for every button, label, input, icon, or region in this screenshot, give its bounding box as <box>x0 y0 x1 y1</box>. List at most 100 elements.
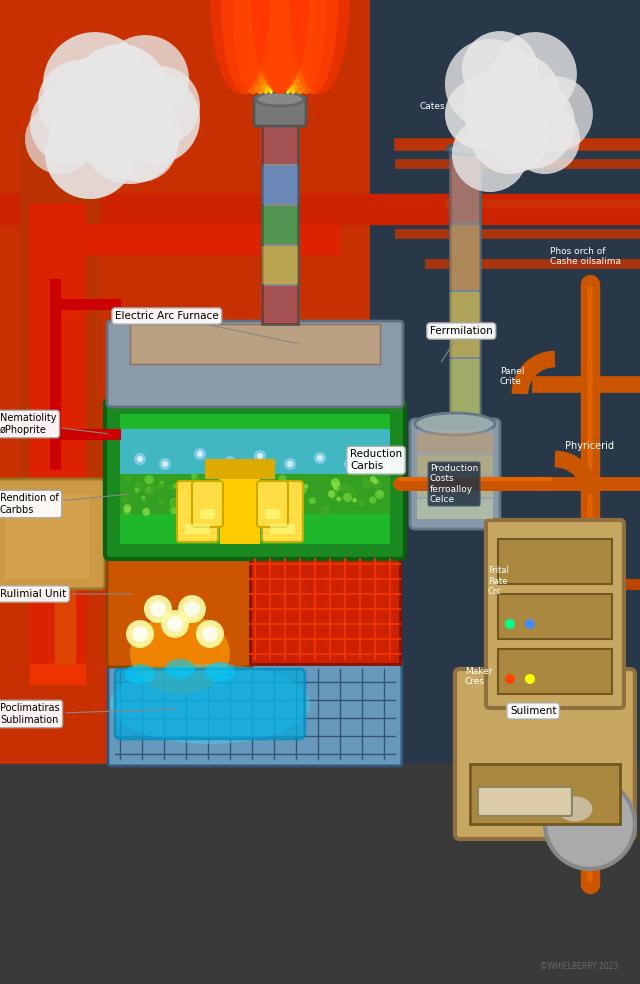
Text: Reduction
Carbis: Reduction Carbis <box>350 450 402 471</box>
FancyBboxPatch shape <box>115 669 305 739</box>
Ellipse shape <box>256 92 304 106</box>
Circle shape <box>493 32 577 116</box>
Circle shape <box>372 478 378 484</box>
Ellipse shape <box>274 0 286 94</box>
Circle shape <box>145 487 152 493</box>
Circle shape <box>124 508 131 515</box>
Ellipse shape <box>290 0 350 94</box>
Text: Rendition of
Carbbs: Rendition of Carbbs <box>0 493 127 515</box>
Circle shape <box>287 461 293 467</box>
Text: Poclimatiras
Sublimation: Poclimatiras Sublimation <box>0 704 177 725</box>
Circle shape <box>72 44 168 140</box>
Circle shape <box>202 496 210 505</box>
Bar <box>0 194 640 224</box>
Circle shape <box>144 595 172 623</box>
Ellipse shape <box>245 0 275 94</box>
Circle shape <box>314 452 326 464</box>
Circle shape <box>159 458 171 470</box>
Circle shape <box>30 84 110 164</box>
Bar <box>262 114 298 324</box>
Bar <box>262 126 298 164</box>
Ellipse shape <box>286 0 326 94</box>
Circle shape <box>232 495 238 501</box>
Bar <box>30 224 340 254</box>
Circle shape <box>218 500 223 505</box>
Circle shape <box>370 476 376 482</box>
Circle shape <box>328 490 335 498</box>
Bar <box>450 154 480 424</box>
Circle shape <box>352 498 357 503</box>
Circle shape <box>224 456 236 468</box>
Ellipse shape <box>221 0 271 94</box>
Circle shape <box>145 485 156 495</box>
Circle shape <box>463 67 547 152</box>
Ellipse shape <box>265 0 277 94</box>
Circle shape <box>202 626 218 642</box>
Text: Electric Arc Furnace: Electric Arc Furnace <box>115 311 297 343</box>
Circle shape <box>167 484 173 490</box>
Circle shape <box>135 481 145 491</box>
Circle shape <box>284 458 296 470</box>
Circle shape <box>227 459 233 465</box>
Circle shape <box>339 483 347 492</box>
Circle shape <box>445 79 515 149</box>
Circle shape <box>171 499 178 506</box>
Ellipse shape <box>250 0 310 94</box>
Circle shape <box>298 485 307 495</box>
Circle shape <box>525 674 535 684</box>
Circle shape <box>159 481 164 485</box>
Circle shape <box>125 474 132 482</box>
Circle shape <box>122 496 128 502</box>
Circle shape <box>329 490 339 500</box>
Circle shape <box>480 54 560 134</box>
Bar <box>120 429 390 474</box>
Circle shape <box>308 497 316 505</box>
Circle shape <box>333 482 341 491</box>
Bar <box>470 764 620 824</box>
Circle shape <box>344 494 348 498</box>
Bar <box>450 225 480 290</box>
Circle shape <box>178 482 187 491</box>
Bar <box>262 246 298 284</box>
Ellipse shape <box>415 413 495 435</box>
Ellipse shape <box>282 0 294 94</box>
Text: Cates: Cates <box>420 102 445 111</box>
Text: Suliment: Suliment <box>510 706 556 716</box>
Ellipse shape <box>233 0 273 94</box>
Circle shape <box>266 474 274 482</box>
Circle shape <box>197 489 202 493</box>
Circle shape <box>445 39 535 129</box>
Bar <box>262 166 298 204</box>
Circle shape <box>470 94 550 174</box>
Circle shape <box>517 76 593 153</box>
Circle shape <box>363 477 368 483</box>
Circle shape <box>257 453 263 459</box>
Circle shape <box>43 32 147 136</box>
Circle shape <box>120 66 200 146</box>
Circle shape <box>278 474 287 482</box>
Circle shape <box>170 503 175 509</box>
Circle shape <box>297 498 302 503</box>
Circle shape <box>259 492 267 500</box>
Circle shape <box>45 109 135 199</box>
Ellipse shape <box>260 0 300 94</box>
Circle shape <box>126 620 154 648</box>
Ellipse shape <box>165 659 195 679</box>
Circle shape <box>170 507 177 515</box>
Circle shape <box>25 104 95 174</box>
Circle shape <box>505 674 515 684</box>
Circle shape <box>124 505 131 513</box>
Circle shape <box>184 601 200 617</box>
Bar <box>120 414 390 544</box>
Bar <box>30 664 85 684</box>
FancyBboxPatch shape <box>108 662 402 766</box>
Circle shape <box>150 601 166 617</box>
Circle shape <box>194 448 206 460</box>
Circle shape <box>193 479 198 485</box>
Circle shape <box>134 453 146 465</box>
FancyBboxPatch shape <box>107 321 403 407</box>
Circle shape <box>142 508 150 516</box>
Circle shape <box>254 450 266 462</box>
FancyBboxPatch shape <box>105 400 405 559</box>
Bar <box>5 494 90 579</box>
